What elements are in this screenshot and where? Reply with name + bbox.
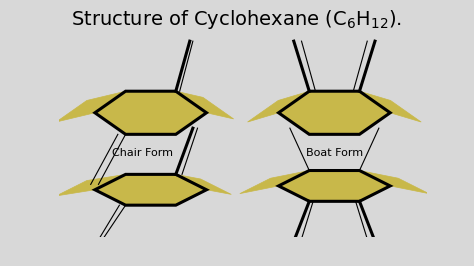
- Polygon shape: [240, 171, 309, 194]
- Polygon shape: [279, 91, 390, 134]
- Polygon shape: [56, 174, 126, 196]
- Polygon shape: [279, 171, 390, 201]
- Text: Structure of Cyclohexane (C$_6$H$_{12}$).: Structure of Cyclohexane (C$_6$H$_{12}$)…: [72, 8, 402, 31]
- Polygon shape: [95, 174, 207, 205]
- Polygon shape: [359, 91, 421, 122]
- Polygon shape: [56, 91, 126, 122]
- Polygon shape: [247, 91, 309, 122]
- Polygon shape: [176, 174, 231, 194]
- Text: Chair Form: Chair Form: [112, 148, 173, 158]
- Text: Boat Form: Boat Form: [306, 148, 363, 158]
- Polygon shape: [359, 171, 429, 194]
- Polygon shape: [95, 91, 207, 134]
- Polygon shape: [176, 91, 234, 119]
